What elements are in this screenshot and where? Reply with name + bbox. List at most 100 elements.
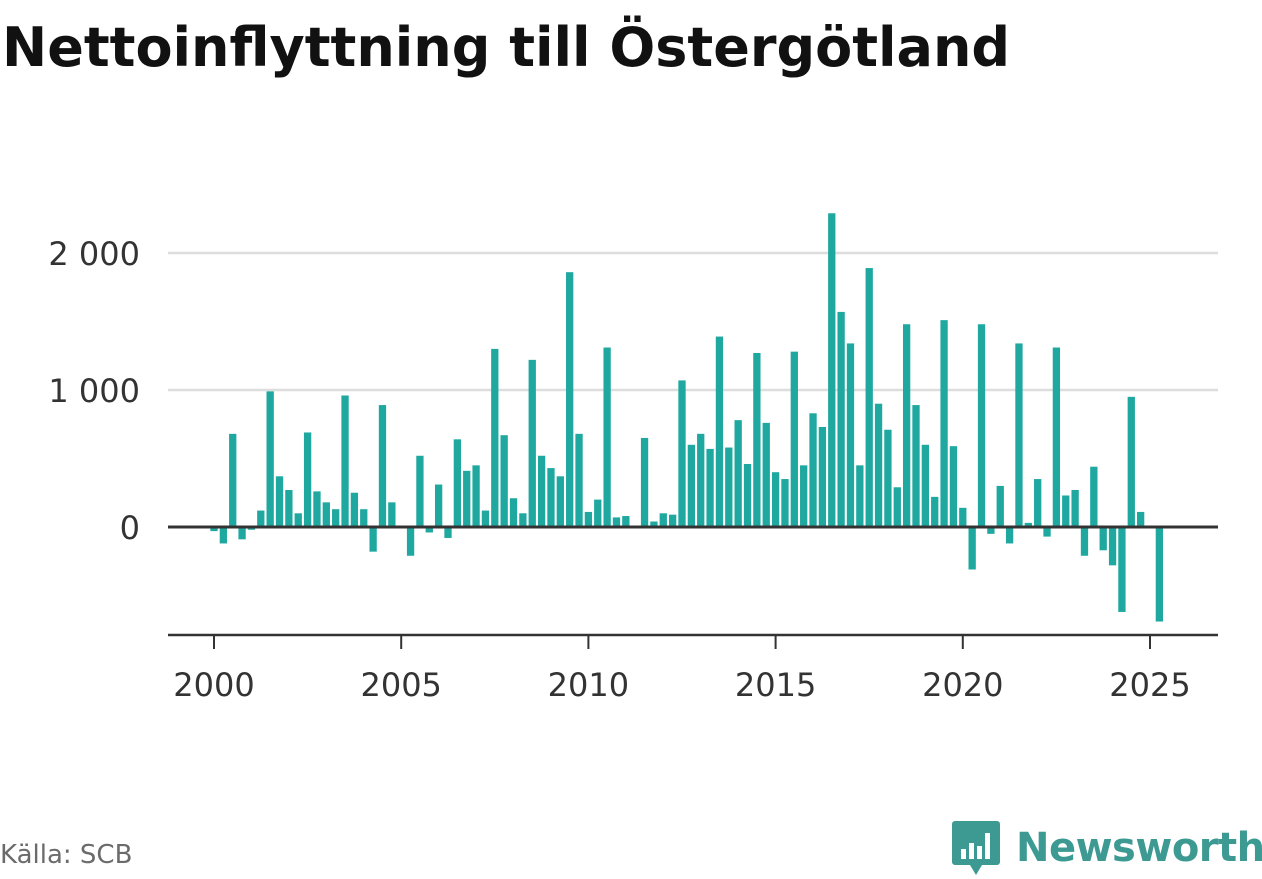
chart-title: Nettoinflyttning till Östergötland: [2, 16, 1011, 79]
bar: [257, 510, 265, 527]
x-axis-ticks: 2000 2005 2010 2015 2020 2025: [173, 635, 1191, 704]
bar: [210, 527, 218, 532]
bar: [1024, 522, 1032, 527]
y-tick-label: 0: [120, 509, 140, 547]
bar: [406, 527, 415, 556]
bar: [800, 465, 808, 527]
bar: [977, 324, 986, 527]
bar: [893, 487, 901, 527]
bar: [509, 498, 518, 527]
bar: [715, 336, 724, 527]
bar: [771, 472, 780, 527]
bar: [1108, 527, 1117, 566]
bar: [697, 433, 705, 527]
bar: [500, 435, 508, 527]
bar: [725, 447, 733, 527]
bar: [266, 391, 274, 527]
bar: [1052, 347, 1061, 527]
newsworthy-brand-name: Newsworthy: [1016, 825, 1262, 871]
bar: [519, 513, 527, 527]
bar: [874, 403, 883, 527]
bar: [818, 426, 827, 527]
bar: [706, 448, 714, 527]
bar: [1043, 527, 1051, 537]
bar: [996, 485, 1004, 527]
bar: [884, 429, 892, 527]
bar: [790, 351, 798, 527]
bar: [369, 527, 377, 552]
bar: [1136, 511, 1145, 527]
bar: [360, 509, 368, 527]
bar: [472, 465, 480, 527]
bar: [229, 433, 237, 527]
bar: [463, 470, 471, 527]
bar: [1080, 527, 1089, 556]
bar: [1034, 479, 1042, 527]
gridlines: [168, 251, 1218, 392]
bar: [668, 514, 677, 527]
bar: [1090, 466, 1098, 527]
bar: [547, 468, 555, 527]
x-tick-label: 2000: [173, 666, 254, 704]
bar: [659, 513, 667, 527]
bar: [940, 320, 948, 527]
bar: [856, 465, 864, 527]
bar: [537, 455, 546, 527]
bar: [931, 496, 939, 527]
bar: [650, 521, 658, 527]
bar: [949, 446, 958, 527]
bar: [350, 492, 359, 527]
y-tick-label: 1 000: [48, 372, 140, 410]
bar: [303, 432, 312, 527]
bar: [987, 527, 995, 534]
x-tick-label: 2005: [360, 666, 441, 704]
bar: [781, 479, 789, 527]
bar: [1155, 527, 1164, 622]
bar: [1005, 527, 1014, 544]
bar: [425, 527, 433, 533]
bar: [556, 476, 564, 527]
bar: [313, 491, 321, 527]
bar: [575, 433, 583, 527]
bar-chart: 0 1 000 2 000 2000 2005 2010 2015 2020 2025: [48, 213, 1218, 704]
newsworthy-logo[interactable]: Newsworthy: [951, 818, 1262, 878]
bar: [378, 405, 387, 527]
bar: [584, 511, 593, 527]
bar: [640, 437, 649, 527]
y-tick-label: 2 000: [48, 235, 140, 273]
bar: [902, 324, 911, 527]
bar: [921, 444, 930, 527]
bar: [622, 516, 630, 527]
bar: [491, 348, 499, 527]
bar: [341, 395, 349, 527]
bar: [968, 527, 976, 570]
bar: [1015, 343, 1023, 527]
bar: [959, 507, 967, 527]
bar: [678, 380, 686, 527]
bar: [566, 272, 574, 527]
bar: [1071, 490, 1079, 527]
bar: [416, 455, 424, 527]
bar: [612, 517, 621, 527]
bar: [332, 509, 340, 527]
bar: [1127, 396, 1135, 527]
bar: [453, 439, 462, 527]
bar: [762, 422, 770, 527]
bar: [322, 502, 330, 527]
bar: [275, 476, 284, 527]
bar: [1118, 527, 1126, 612]
x-tick-label: 2020: [922, 666, 1003, 704]
bar: [837, 311, 845, 527]
newsworthy-logo-icon: [952, 821, 1000, 875]
bar: [285, 490, 293, 527]
bar: [434, 484, 443, 527]
bar: [846, 343, 855, 527]
bar: [603, 347, 611, 527]
bar: [912, 405, 920, 527]
bar: [481, 510, 490, 527]
bar: [238, 527, 246, 540]
x-tick-label: 2025: [1109, 666, 1190, 704]
bar: [687, 444, 696, 527]
source-note: Källa: SCB: [0, 840, 133, 870]
bars: [210, 213, 1164, 622]
